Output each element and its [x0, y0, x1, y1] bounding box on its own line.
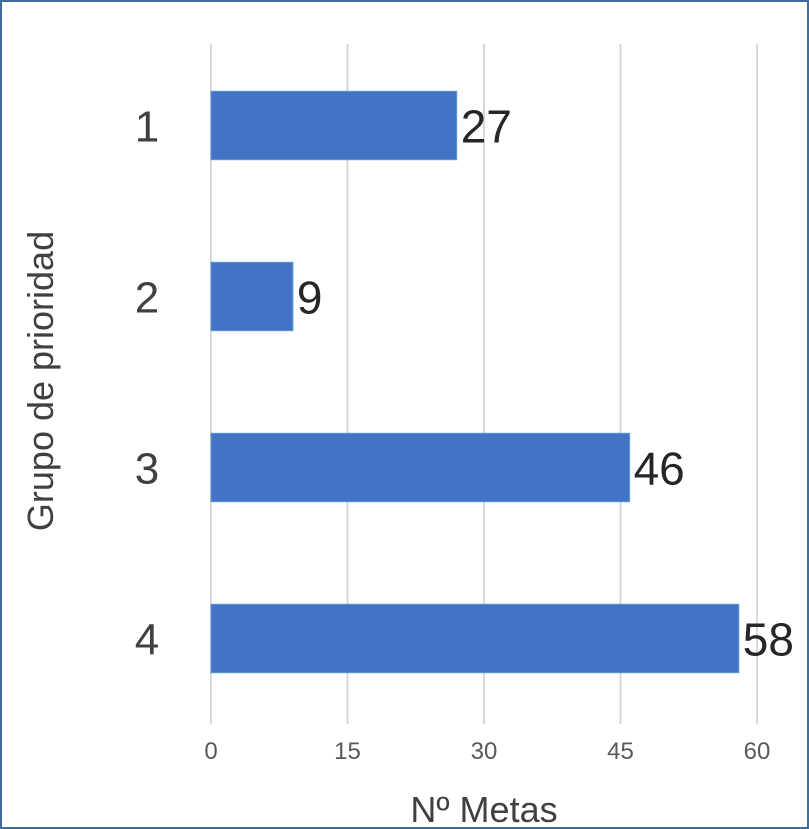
bar-3: [210, 432, 631, 503]
bar-2: [210, 261, 294, 332]
x-axis-title: Nº Metas: [410, 789, 557, 829]
x-tick-label: 30: [471, 738, 498, 765]
x-tick-label: 15: [334, 738, 361, 765]
y-category-label: 2: [135, 274, 159, 323]
y-axis-title: Grupo de prioridad: [20, 231, 61, 531]
x-tick-label: 0: [204, 738, 217, 765]
bar-1: [210, 90, 458, 161]
bar-layer: [210, 90, 740, 674]
x-tick-label: 60: [744, 738, 771, 765]
data-label-1: 27: [461, 101, 512, 153]
bar-4: [210, 603, 740, 674]
data-label-4: 58: [743, 614, 794, 666]
y-category-label: 3: [135, 445, 159, 494]
x-tick-label: 45: [607, 738, 634, 765]
data-label-3: 46: [634, 443, 685, 495]
data-label-2: 9: [297, 272, 323, 324]
y-category-label: 1: [135, 103, 159, 152]
label-layer: 0 15 30 45 60 1 27 2 9 3 46 4 58: [135, 101, 794, 766]
y-category-label: 4: [135, 616, 159, 665]
